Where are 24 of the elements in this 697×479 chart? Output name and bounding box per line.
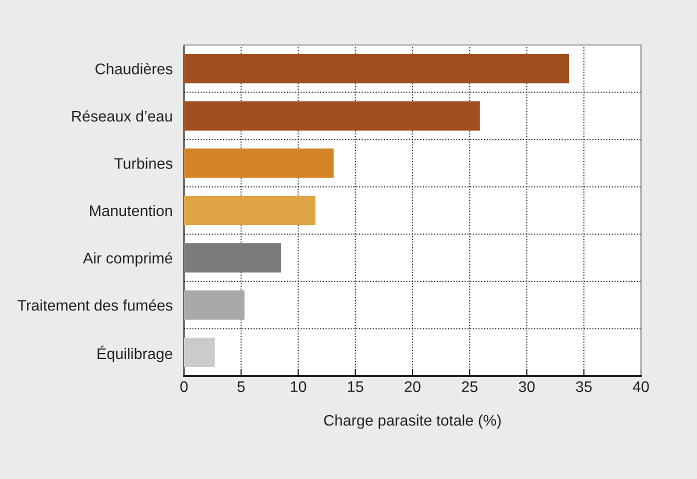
y-tick-label: Air comprimé: [82, 252, 172, 267]
bar: [184, 54, 570, 84]
y-tick-label: Manutention: [90, 204, 172, 216]
x-tick-label: 25: [462, 381, 478, 392]
x-tick-label: 30: [518, 381, 535, 392]
y-tick-label: Traitement des fumées: [18, 299, 172, 311]
bar: [184, 290, 245, 320]
bar: [184, 148, 334, 178]
y-tick-label: Équilibrage: [98, 346, 172, 362]
x-tick-label: 0: [180, 381, 188, 392]
x-axis-title: Charge parasite totale (%): [324, 414, 501, 429]
x-tick-label: 10: [290, 381, 306, 392]
y-tick-label: Réseaux d’eau: [72, 110, 172, 122]
x-tick-label: 20: [404, 381, 420, 392]
x-tick-label: 15: [348, 381, 364, 392]
bar: [184, 243, 282, 272]
x-tick-label: 5: [237, 381, 245, 392]
x-tick-label: 40: [632, 381, 649, 392]
bar: [184, 101, 480, 131]
bar: [184, 338, 215, 368]
y-tick-label: Chaudières: [96, 62, 172, 74]
y-tick-label: Turbines: [114, 158, 172, 169]
bar: [184, 196, 316, 226]
x-tick-label: 35: [576, 381, 592, 392]
